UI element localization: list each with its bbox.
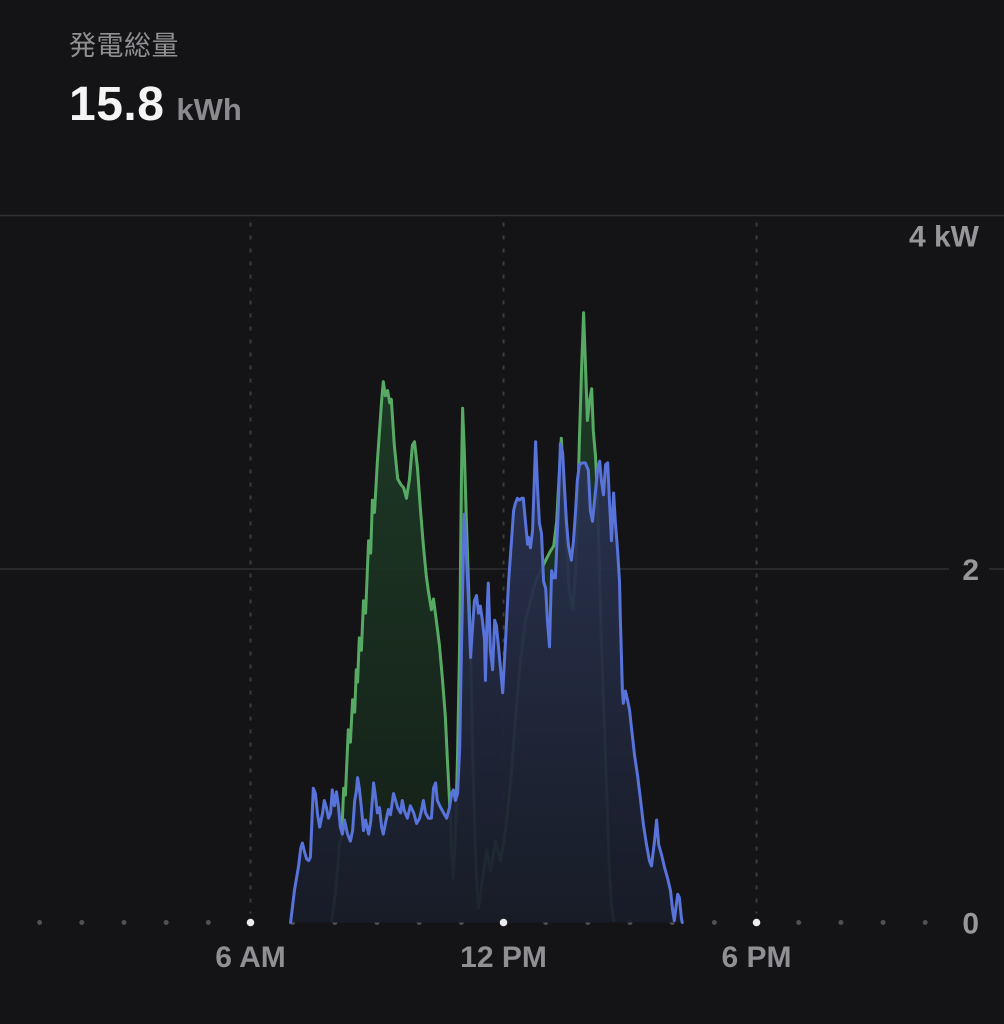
- generation-value-row: 15.8 kWh: [69, 77, 242, 132]
- x-axis-label-18h: 6 PM: [722, 941, 792, 974]
- generation-total-unit: kWh: [176, 92, 242, 127]
- y-axis-label-4: 4 kW: [909, 221, 980, 254]
- x-axis-label-6h: 6 AM: [215, 941, 286, 974]
- generation-title: 発電総量: [69, 31, 179, 61]
- generation-total-value: 15.8: [69, 78, 165, 131]
- baseline-major-dot-18h: [752, 918, 761, 927]
- ylabel-bg: [949, 553, 989, 589]
- y-axis-label-0: 0: [962, 908, 979, 941]
- generation-header: 発電総量 15.8 kWh: [69, 24, 242, 132]
- series-blue-line: [289, 440, 684, 924]
- ylabel-bg: [901, 219, 989, 256]
- y-axis-label-2: 2: [962, 554, 979, 587]
- x-axis-label-12h: 12 PM: [460, 941, 547, 974]
- baseline-major-dot-6h: [246, 918, 255, 927]
- baseline-major-dot-12h: [499, 918, 508, 927]
- ylabel-bg: [949, 906, 989, 943]
- series-blue-area: [290, 441, 683, 923]
